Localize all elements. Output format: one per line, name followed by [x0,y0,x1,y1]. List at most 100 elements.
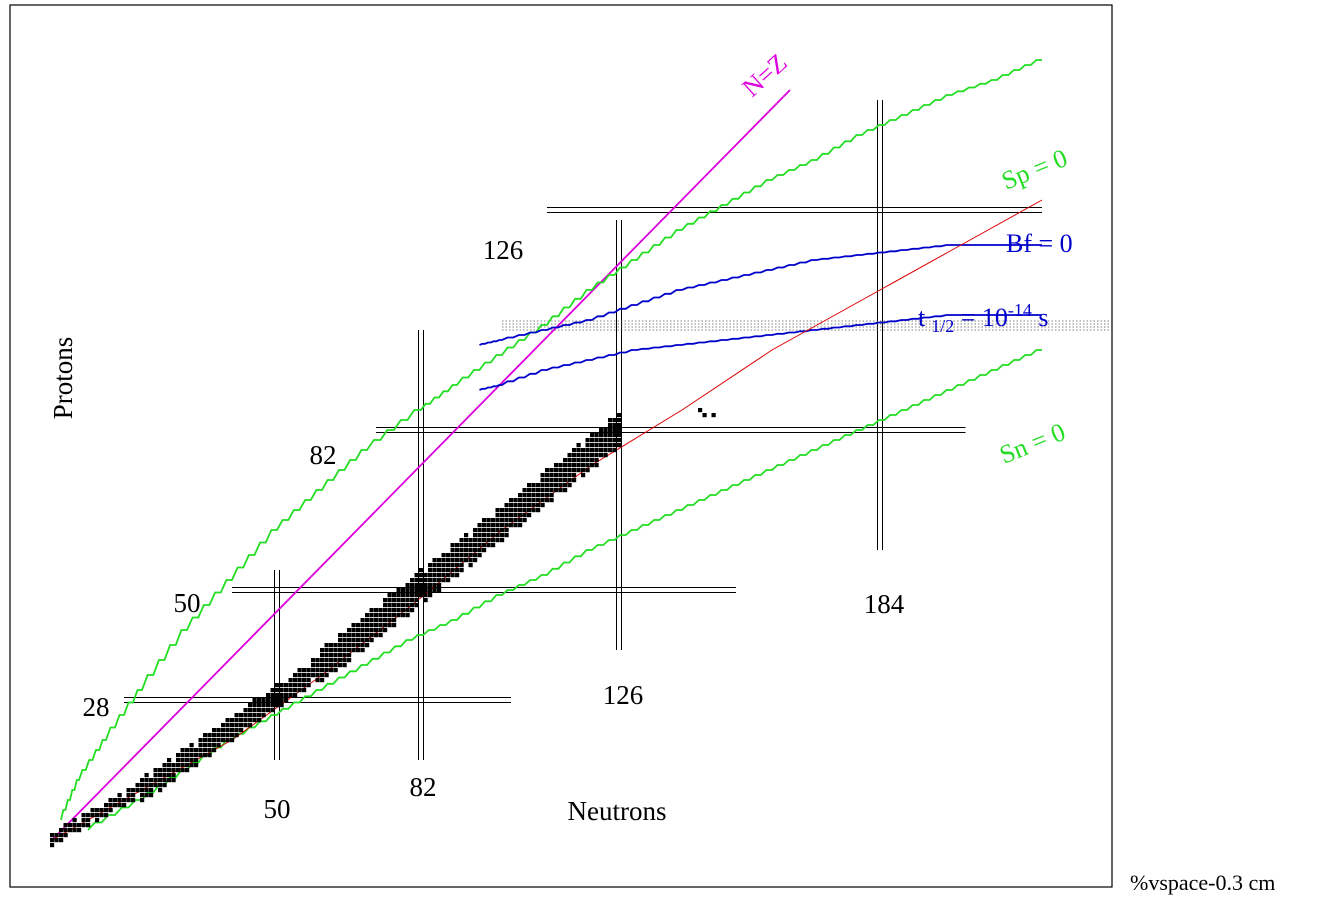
nucleus-211 [293,678,298,683]
nucleus-366 [405,588,410,593]
nucleus-193 [275,688,280,693]
nucleus-403 [432,578,437,583]
nucleus-595 [563,473,568,478]
nucleus-250 [329,668,334,673]
nucleus-225 [306,673,311,678]
nucleus-556 [536,493,541,498]
nucleus-591 [558,463,563,468]
nucleus-471 [477,533,482,538]
nucleus-296 [360,643,365,648]
nucleus-87 [171,768,176,773]
nucleus-659 [608,443,613,448]
nucleus-673 [617,438,622,443]
nucleus-106 [189,748,194,753]
nucleus-173 [257,713,262,718]
nucleus-239 [320,663,325,668]
nucleus-645 [594,433,599,438]
curves [51,59,1043,841]
nucleus-227 [311,673,316,678]
nucleus-657 [603,428,608,433]
nucleus-233 [315,668,320,673]
nucleus-14 [72,823,77,828]
nucleus-118 [203,743,208,748]
nucleus-483 [486,533,491,538]
nucleus-451 [464,543,469,548]
nucleus-223 [306,683,311,688]
nucleus-637 [590,438,595,443]
nucleus-438 [455,553,460,558]
nucleus-352 [396,598,401,603]
nucleus-90 [176,763,181,768]
nucleus-534 [522,513,527,518]
nucleus-201 [284,693,289,698]
nucleus-199 [279,683,284,688]
nucleus-104 [189,758,194,763]
nucleus-588 [558,478,563,483]
nucleus-350 [396,608,401,613]
nucleus-361 [405,613,410,618]
nucleus-292 [356,633,361,638]
nucleus-383 [419,588,424,593]
nucleus-230 [311,658,316,663]
nucleus-593 [563,483,568,488]
nucleus-115 [198,738,203,743]
nucleus-41 [117,793,122,798]
nucleus-495 [495,528,500,533]
nucleus-122 [207,748,212,753]
annotation-halflife: t 1/2 = 10-14 s [918,300,1049,336]
nucleus-360 [401,588,406,593]
nucleus-311 [369,628,374,633]
nucleus-385 [419,578,424,583]
nucleus-343 [392,618,397,623]
nucleus-425 [446,558,451,563]
nucleus-404 [432,573,437,578]
nucleus-489 [491,533,496,538]
nucleus-502 [500,528,505,533]
nucleus-57 [144,793,149,798]
nucleus-263 [338,658,343,663]
nucleus-501 [500,533,505,538]
nucleus-437 [455,558,460,563]
nucleus-184 [266,693,271,698]
nucleus-71 [158,783,163,788]
nucleus-680 [702,413,707,418]
nucleus-159 [243,718,248,723]
nucleus-95 [180,758,185,763]
nucleus-392 [423,578,428,583]
nucleus-631 [585,438,590,443]
nucleus-334 [383,598,388,603]
nucleus-111 [194,748,199,753]
nucleus-77 [162,773,167,778]
nucleus-330 [383,618,388,623]
nucleus-84 [167,758,172,763]
nucleus-470 [477,538,482,543]
nucleus-524 [513,503,518,508]
nucleus-634 [590,453,595,458]
nucleus-61 [144,773,149,778]
nucleus-478 [482,528,487,533]
curve-0 [51,89,791,841]
nucleus-322 [378,633,383,638]
nucleus-69 [153,768,158,773]
nucleus-320 [374,613,379,618]
nucleus-329 [383,623,388,628]
nucleus-102 [185,748,190,753]
nucleus-511 [504,513,509,518]
nucleus-567 [545,493,550,498]
nucleus-583 [554,473,559,478]
nucleus-643 [594,443,599,448]
nucleus-604 [567,458,572,463]
nucleus-565 [540,473,545,478]
nucleus-235 [315,658,320,663]
nucleus-117 [203,748,208,753]
nucleus-286 [351,633,356,638]
nucleus-441 [459,568,464,573]
nucleus-446 [459,543,464,548]
nucleus-52 [140,798,145,803]
nucleus-209 [293,688,298,693]
nucleus-606 [572,478,577,483]
nucleus-276 [347,658,352,663]
nucleus-363 [405,603,410,608]
nucleus-186 [270,703,275,708]
nucleus-611 [572,453,577,458]
